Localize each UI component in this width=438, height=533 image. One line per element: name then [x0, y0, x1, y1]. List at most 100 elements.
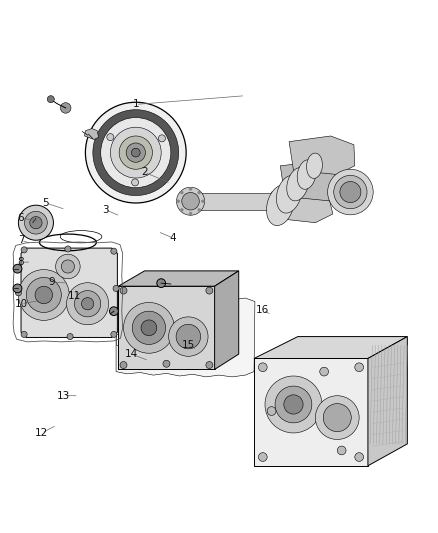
Circle shape	[56, 254, 80, 279]
Text: 8: 8	[18, 257, 25, 267]
Circle shape	[163, 360, 170, 367]
Text: 4: 4	[170, 233, 177, 243]
Circle shape	[132, 311, 166, 344]
Circle shape	[113, 285, 119, 292]
Text: 6: 6	[18, 213, 25, 223]
Circle shape	[334, 175, 367, 209]
Circle shape	[323, 403, 351, 432]
Text: 11: 11	[68, 291, 81, 301]
Circle shape	[110, 127, 161, 178]
Ellipse shape	[287, 167, 309, 201]
Circle shape	[81, 297, 94, 310]
Circle shape	[337, 446, 346, 455]
Circle shape	[177, 199, 180, 203]
Circle shape	[61, 260, 74, 273]
Polygon shape	[368, 336, 407, 466]
Polygon shape	[118, 271, 239, 286]
Bar	[116, 317, 124, 328]
Circle shape	[30, 216, 42, 229]
Circle shape	[267, 407, 276, 415]
Text: 3: 3	[102, 205, 109, 215]
Text: 10: 10	[14, 298, 28, 309]
Circle shape	[206, 361, 213, 368]
Polygon shape	[215, 271, 239, 369]
Circle shape	[65, 246, 71, 252]
Polygon shape	[118, 286, 215, 369]
Circle shape	[258, 363, 267, 372]
Circle shape	[93, 110, 179, 196]
Circle shape	[111, 248, 117, 254]
Circle shape	[60, 103, 71, 113]
Circle shape	[284, 395, 303, 414]
Bar	[116, 334, 124, 345]
Text: 5: 5	[42, 198, 49, 208]
Circle shape	[107, 134, 114, 141]
Text: 12: 12	[35, 428, 48, 438]
Circle shape	[265, 376, 322, 433]
Circle shape	[35, 286, 53, 304]
Circle shape	[119, 136, 152, 169]
Circle shape	[26, 278, 61, 312]
Circle shape	[131, 148, 140, 157]
Circle shape	[180, 208, 184, 212]
Ellipse shape	[297, 160, 316, 189]
Polygon shape	[272, 188, 333, 223]
Circle shape	[126, 143, 145, 162]
Circle shape	[13, 284, 22, 293]
Circle shape	[13, 264, 22, 273]
Circle shape	[131, 179, 138, 186]
Ellipse shape	[267, 185, 294, 225]
Circle shape	[206, 287, 213, 294]
Circle shape	[198, 191, 201, 195]
Circle shape	[21, 332, 27, 337]
Circle shape	[340, 182, 361, 203]
Circle shape	[189, 187, 192, 191]
Circle shape	[315, 395, 359, 440]
Text: 7: 7	[18, 235, 25, 245]
Text: 2: 2	[141, 167, 148, 177]
Circle shape	[141, 320, 157, 336]
Circle shape	[120, 287, 127, 294]
Polygon shape	[254, 359, 368, 466]
Circle shape	[355, 453, 364, 462]
Circle shape	[74, 290, 101, 317]
Circle shape	[25, 211, 47, 234]
Polygon shape	[21, 248, 117, 337]
Circle shape	[320, 367, 328, 376]
Polygon shape	[85, 128, 99, 140]
Circle shape	[159, 135, 166, 142]
Circle shape	[169, 317, 208, 356]
Text: 13: 13	[57, 391, 70, 401]
Text: 16: 16	[256, 305, 269, 316]
Circle shape	[198, 208, 201, 212]
Circle shape	[328, 169, 373, 215]
Text: 15: 15	[182, 341, 195, 350]
Circle shape	[120, 361, 127, 368]
Circle shape	[176, 324, 201, 349]
Text: 9: 9	[48, 277, 55, 287]
Ellipse shape	[276, 175, 302, 213]
Text: 1: 1	[132, 100, 139, 109]
Circle shape	[275, 386, 312, 423]
Circle shape	[189, 212, 192, 215]
Circle shape	[67, 282, 109, 325]
Polygon shape	[254, 336, 407, 359]
Polygon shape	[289, 136, 355, 174]
Circle shape	[67, 334, 73, 340]
Circle shape	[15, 290, 21, 296]
Circle shape	[18, 270, 69, 320]
Circle shape	[124, 302, 174, 353]
Circle shape	[355, 363, 364, 372]
Circle shape	[101, 118, 171, 188]
Ellipse shape	[307, 153, 322, 179]
Polygon shape	[116, 297, 255, 377]
Circle shape	[182, 192, 199, 210]
Circle shape	[180, 191, 184, 195]
Circle shape	[157, 279, 166, 287]
Polygon shape	[280, 161, 346, 201]
Text: 14: 14	[125, 349, 138, 359]
Circle shape	[177, 187, 205, 215]
Circle shape	[110, 307, 118, 316]
Circle shape	[47, 96, 54, 103]
Bar	[188, 193, 285, 209]
